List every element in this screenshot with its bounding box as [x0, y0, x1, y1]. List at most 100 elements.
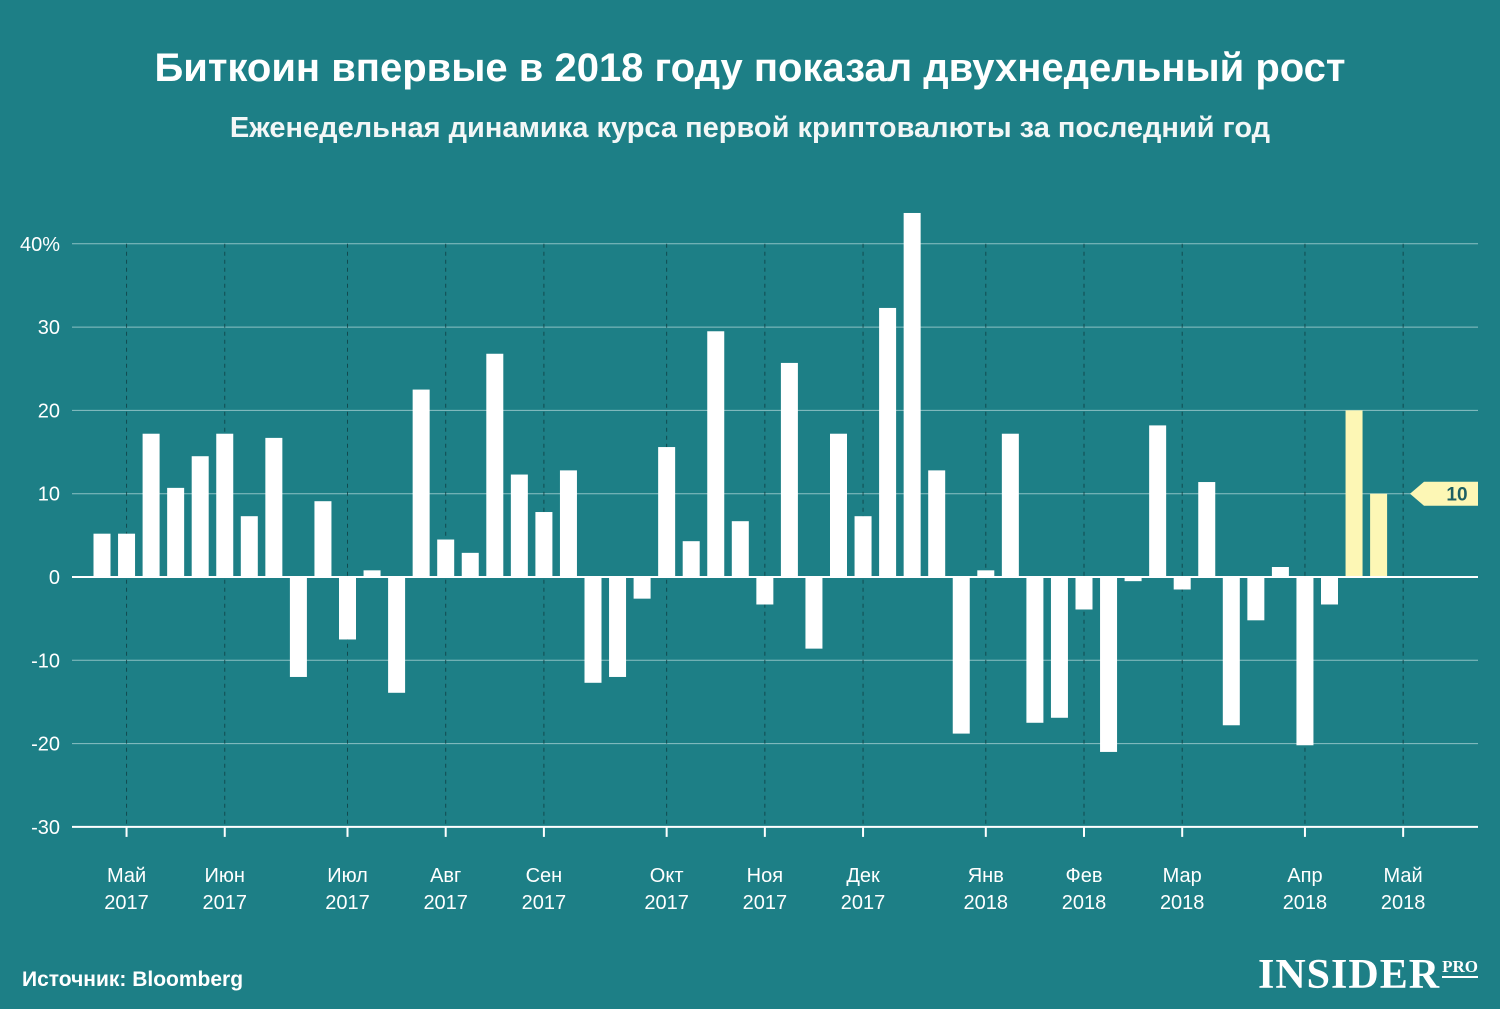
x-tick-label-month: Ноя — [747, 865, 783, 887]
bar — [707, 331, 725, 577]
bar — [289, 577, 307, 677]
bar — [1149, 425, 1167, 577]
bar — [1198, 482, 1216, 577]
y-tick-label: 10 — [38, 484, 60, 506]
bar — [510, 474, 528, 577]
bar — [339, 577, 356, 640]
bar — [879, 307, 897, 577]
bar — [780, 362, 798, 577]
x-tick-label-month: Авг — [430, 865, 461, 887]
x-tick-label-year: 2018 — [1160, 892, 1205, 914]
bar — [388, 577, 406, 693]
y-tick-label: 0 — [49, 567, 60, 589]
bar — [805, 577, 823, 649]
bar — [609, 577, 627, 677]
bar — [1001, 433, 1019, 577]
bar — [93, 533, 111, 577]
bar — [633, 577, 651, 599]
bar-highlight — [1345, 410, 1363, 577]
bar — [363, 570, 381, 577]
insider-pro-logo: INSIDER PRO — [1258, 950, 1478, 1000]
x-tick-label-year: 2017 — [325, 892, 370, 914]
x-tick-label-month: Май — [1384, 865, 1423, 887]
bar — [142, 433, 160, 577]
y-tick-label: -20 — [31, 734, 60, 756]
bar — [1124, 577, 1142, 582]
x-tick-label-year: 2017 — [104, 892, 149, 914]
x-tick-label-month: Июн — [205, 865, 245, 887]
x-tick-label-month: Фев — [1066, 865, 1103, 887]
x-tick-label-year: 2017 — [203, 892, 248, 914]
bar — [437, 539, 455, 577]
bar — [118, 533, 136, 577]
bar — [1026, 577, 1044, 723]
x-tick-label-year: 2018 — [964, 892, 1009, 914]
callout-flag — [1410, 481, 1478, 506]
x-tick-label-month: Мар — [1163, 865, 1202, 887]
logo-text: INSIDER — [1258, 952, 1441, 998]
y-tick-label: 30 — [38, 317, 60, 339]
bar — [952, 577, 970, 734]
bar — [977, 570, 995, 577]
bar — [1050, 577, 1068, 718]
value-callout: 10 — [1410, 481, 1478, 506]
x-tick-label-month: Апр — [1287, 865, 1322, 887]
x-tick-label-month: Июл — [327, 865, 368, 887]
x-tick-label-year: 2018 — [1062, 892, 1107, 914]
chart-subtitle: Еженедельная динамика курса первой крипт… — [229, 112, 1271, 144]
y-tick-labels: 40% 30 20 10 0 -10 -20 -30 — [20, 234, 60, 839]
y-tick-label: 40% — [20, 234, 60, 256]
chart-title: Биткоин впервые в 2018 году показал двух… — [154, 46, 1346, 90]
bar — [412, 389, 430, 577]
x-tick-label-month: Окт — [650, 865, 684, 887]
bar — [584, 577, 602, 683]
bar — [240, 516, 258, 577]
bar — [1271, 567, 1289, 577]
bar — [265, 437, 283, 577]
x-tick-label-year: 2017 — [644, 892, 689, 914]
bar — [167, 487, 185, 577]
bar — [1321, 577, 1338, 605]
logo-pro-text: PRO — [1442, 957, 1478, 978]
bar — [1222, 577, 1240, 726]
bar — [461, 552, 479, 577]
x-tick-label-year: 2017 — [423, 892, 468, 914]
grid-layer — [72, 243, 1478, 745]
bar — [1247, 577, 1265, 621]
x-tick-label-month: Дек — [846, 865, 880, 887]
x-tick-label-month: Май — [107, 865, 146, 887]
bars — [93, 212, 1388, 752]
bar — [756, 577, 774, 605]
bar — [830, 433, 847, 577]
bar — [854, 516, 872, 577]
x-tick-label-year: 2017 — [841, 892, 886, 914]
x-axis — [72, 576, 1478, 837]
bar — [928, 470, 946, 577]
bar — [1100, 577, 1118, 752]
bar — [535, 512, 553, 577]
bar — [903, 212, 921, 577]
bar — [682, 541, 700, 577]
bar — [1075, 577, 1093, 610]
x-tick-label-year: 2017 — [743, 892, 788, 914]
x-tick-label-year: 2018 — [1283, 892, 1328, 914]
bar — [658, 447, 676, 577]
bar — [1173, 577, 1191, 590]
bar — [486, 353, 504, 577]
bar-chart: 40% 30 20 10 0 -10 -20 -30 Май 2017 Июн 2017 Июл 201… — [20, 212, 1478, 914]
bar-highlight — [1370, 493, 1388, 577]
bar — [559, 470, 577, 577]
y-tick-label: -10 — [31, 650, 60, 672]
x-tick-label-year: 2017 — [522, 892, 567, 914]
y-tick-label: 20 — [38, 400, 60, 422]
x-tick-label-month: Сен — [526, 865, 563, 887]
x-tick-labels: Май 2017 Июн 2017 Июл 2017 Авг 2017 Сен 2017 Окт 20… — [104, 865, 1425, 914]
bar — [731, 521, 749, 577]
bar — [216, 433, 234, 577]
bar — [191, 456, 209, 577]
callout-value: 10 — [1446, 485, 1467, 506]
y-tick-label: -30 — [31, 817, 60, 839]
x-tick-label-month: Янв — [968, 865, 1004, 887]
bar — [314, 501, 332, 577]
bar — [1296, 577, 1314, 746]
